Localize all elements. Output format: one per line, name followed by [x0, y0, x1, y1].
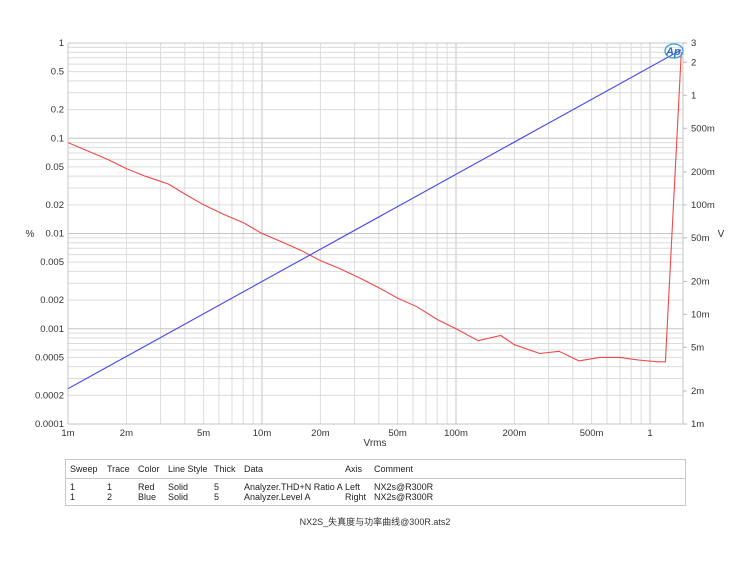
y-right-tick: 1m	[691, 419, 704, 430]
cell-trace: 1	[107, 482, 113, 492]
legend-header-row: Sweep Trace Color Line Style Thick Data …	[66, 460, 685, 479]
header-line-style: Line Style	[168, 464, 208, 474]
y-left-tick: 0.5	[51, 67, 64, 78]
cell-comment: NX2s@R300R	[374, 482, 434, 492]
y-right-tick: 100m	[691, 200, 715, 211]
series	[67, 49, 682, 390]
y-right-tick: 20m	[691, 276, 710, 287]
y-right-tick: 5m	[691, 342, 704, 353]
header-trace: Trace	[107, 464, 130, 474]
x-axis-label: Vrms	[364, 438, 387, 449]
y-left-tick: 0.05	[46, 162, 65, 173]
y-right-tick: 10m	[691, 309, 710, 320]
cell-axis: Left	[345, 482, 361, 492]
x-tick: 5m	[197, 428, 210, 439]
y-left-tick: 0.002	[40, 295, 64, 306]
cell-data: Analyzer.Level A	[244, 492, 311, 502]
cell-axis: Right	[345, 492, 367, 502]
cell-line-style: Solid	[168, 492, 189, 502]
x-tick: 50m	[388, 428, 407, 439]
y-left-tick: 1	[59, 38, 64, 49]
y-right-tick: 2	[691, 57, 696, 68]
header-thick: Thick	[214, 464, 236, 474]
cell-thick: 5	[214, 482, 220, 492]
cell-color: Blue	[138, 492, 157, 502]
cell-sweep: 1	[70, 492, 76, 502]
axes: 1 0.5 0.2 0.1 0.05 0.02 0.01 0.005 0.002 0.001 0.0…	[26, 38, 725, 449]
y-left-axis-label: %	[26, 229, 35, 240]
cell-color: Red	[138, 482, 155, 492]
x-tick: 10m	[253, 428, 272, 439]
y-right-tick: 3	[691, 38, 696, 49]
y-left-tick: 0.01	[46, 229, 65, 240]
cell-sweep: 1	[70, 482, 76, 492]
cell-comment: NX2s@R300R	[374, 492, 434, 502]
y-left-tick: 0.0001	[35, 419, 64, 430]
legend-table: Sweep Trace Color Line Style Thick Data …	[65, 459, 686, 506]
x-tick: 100m	[444, 428, 468, 439]
file-name-caption: NX2S_失真度与功率曲线@300R.ats2	[299, 517, 451, 527]
thd-trace	[67, 52, 682, 363]
y-left-tick: 0.001	[40, 324, 64, 335]
cell-data: Analyzer.THD+N Ratio A	[244, 482, 343, 492]
y-right-tick: 2m	[691, 386, 704, 397]
chart-svg: 1 0.5 0.2 0.1 0.05 0.02 0.01 0.005 0.002 0.001 0.0…	[26, 38, 725, 449]
svg-text:Ap: Ap	[665, 46, 681, 58]
header-axis: Axis	[345, 464, 363, 474]
header-sweep: Sweep	[70, 464, 98, 474]
cell-trace: 2	[107, 492, 113, 502]
y-right-tick: 500m	[691, 123, 715, 134]
header-data: Data	[244, 464, 264, 474]
x-tick: 1m	[61, 428, 74, 439]
x-tick: 2m	[120, 428, 133, 439]
level-trace	[67, 49, 682, 390]
y-right-axis-label: V	[718, 229, 725, 240]
y-right-tick: 200m	[691, 167, 715, 178]
y-left-tick: 0.02	[46, 200, 65, 211]
header-comment: Comment	[374, 464, 414, 474]
x-tick: 500m	[580, 428, 604, 439]
y-left-tick: 0.0002	[35, 390, 64, 401]
x-tick: 20m	[311, 428, 330, 439]
cell-thick: 5	[214, 492, 220, 502]
y-right-tick: 1	[691, 90, 696, 101]
y-left-tick: 0.2	[51, 105, 64, 116]
ap-logo-icon: Ap	[664, 43, 684, 59]
x-tick: 1	[647, 428, 652, 439]
y-left-tick: 0.0005	[35, 352, 64, 363]
x-tick: 200m	[503, 428, 527, 439]
header-color: Color	[138, 464, 160, 474]
grid	[67, 42, 683, 425]
y-right-tick: 50m	[691, 233, 710, 244]
y-left-tick: 0.005	[40, 257, 64, 268]
y-left-tick: 0.1	[51, 133, 64, 144]
cell-line-style: Solid	[168, 482, 189, 492]
